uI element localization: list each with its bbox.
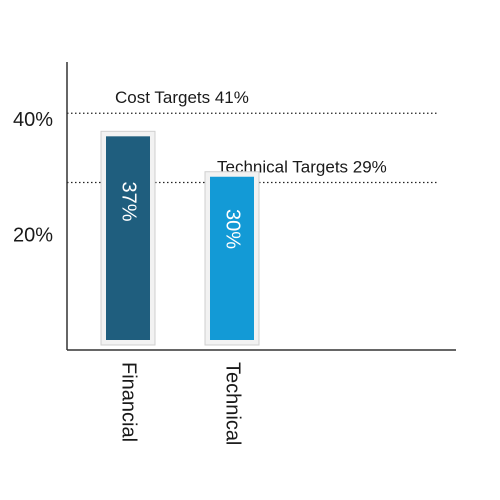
y-tick-label: 20% (13, 225, 53, 247)
x-category-labels: Financial Technical (118, 362, 244, 445)
x-category-label: Financial (118, 362, 140, 442)
bar-value-label: 37% (118, 181, 140, 221)
bar-value-label: 30% (222, 209, 244, 249)
bars: 37% 30% (100, 130, 260, 346)
target-label: Cost Targets 41% (115, 88, 249, 107)
x-category-label: Technical (222, 362, 244, 445)
bar (106, 136, 150, 340)
y-tick-labels: 20% 40% (13, 109, 53, 247)
bar (210, 176, 254, 340)
y-tick-label: 40% (13, 109, 53, 131)
